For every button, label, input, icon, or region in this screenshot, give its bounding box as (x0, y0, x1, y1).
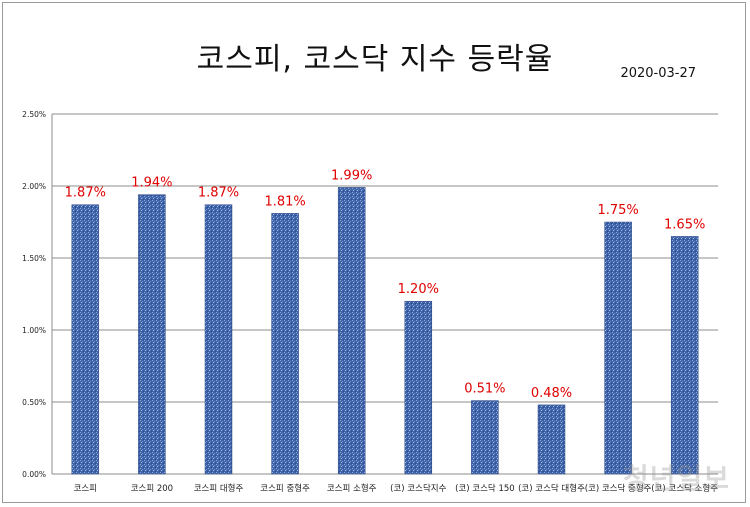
category-label: 코스피 소형주 (327, 484, 377, 494)
data-label: 1.99% (331, 168, 372, 183)
data-label: 1.87% (65, 186, 106, 201)
category-label: (코) 코스닥 중형주 (585, 483, 652, 494)
y-axis-ticks: 0.00% 0.50% 1.00% 1.50% 2.00% 2.50% (22, 110, 46, 479)
y-tick-label: 2.50% (22, 110, 46, 119)
y-tick-label: 1.50% (22, 254, 46, 263)
bar (337, 187, 366, 475)
category-label: (코) 코스닥 대형주 (518, 483, 585, 494)
bar (138, 194, 166, 475)
data-label: 0.48% (531, 386, 572, 401)
category-label: 코스피 대형주 (194, 484, 244, 494)
data-label: 1.87% (198, 186, 239, 201)
bar (204, 204, 233, 475)
bar (71, 204, 100, 475)
data-label: 1.75% (597, 203, 638, 218)
y-tick-label: 2.00% (22, 182, 46, 191)
bar (537, 404, 566, 475)
watermark-logo: 청년일보 (622, 462, 730, 495)
category-label: 코스피 중형주 (260, 484, 310, 494)
data-label: 1.94% (131, 176, 172, 191)
data-label: 1.20% (398, 282, 439, 297)
y-tick-label: 0.00% (22, 470, 46, 479)
data-label: 1.65% (664, 217, 705, 232)
category-label: 코스피 (74, 484, 97, 494)
category-label: (코) 코스닥지수 (390, 483, 446, 494)
bars (71, 187, 699, 475)
data-label: 1.81% (264, 194, 305, 209)
x-axis-categories: 코스피 코스피 200 코스피 대형주 코스피 중형주 코스피 소형주 (코) 코스닥지수… (74, 483, 719, 494)
y-tick-label: 0.50% (22, 398, 46, 407)
category-label: (코) 코스닥 소형주 (651, 483, 718, 494)
y-tick-label: 1.00% (22, 326, 46, 335)
bar (604, 221, 632, 475)
bar (271, 213, 299, 475)
bar (471, 400, 499, 475)
bar (404, 300, 433, 475)
category-label: (코) 코스닥 150 (455, 483, 515, 494)
bar (670, 236, 699, 475)
category-label: 코스피 200 (131, 484, 173, 494)
data-label: 0.51% (464, 382, 505, 397)
chart-title: 코스피, 코스닥 지수 등락율 (196, 42, 554, 77)
data-labels: 1.87% 1.94% 1.87% 1.81% 1.99% 1.20% 0.51% 0.48%… (65, 168, 706, 400)
chart-date: 2020-03-27 (620, 66, 696, 81)
